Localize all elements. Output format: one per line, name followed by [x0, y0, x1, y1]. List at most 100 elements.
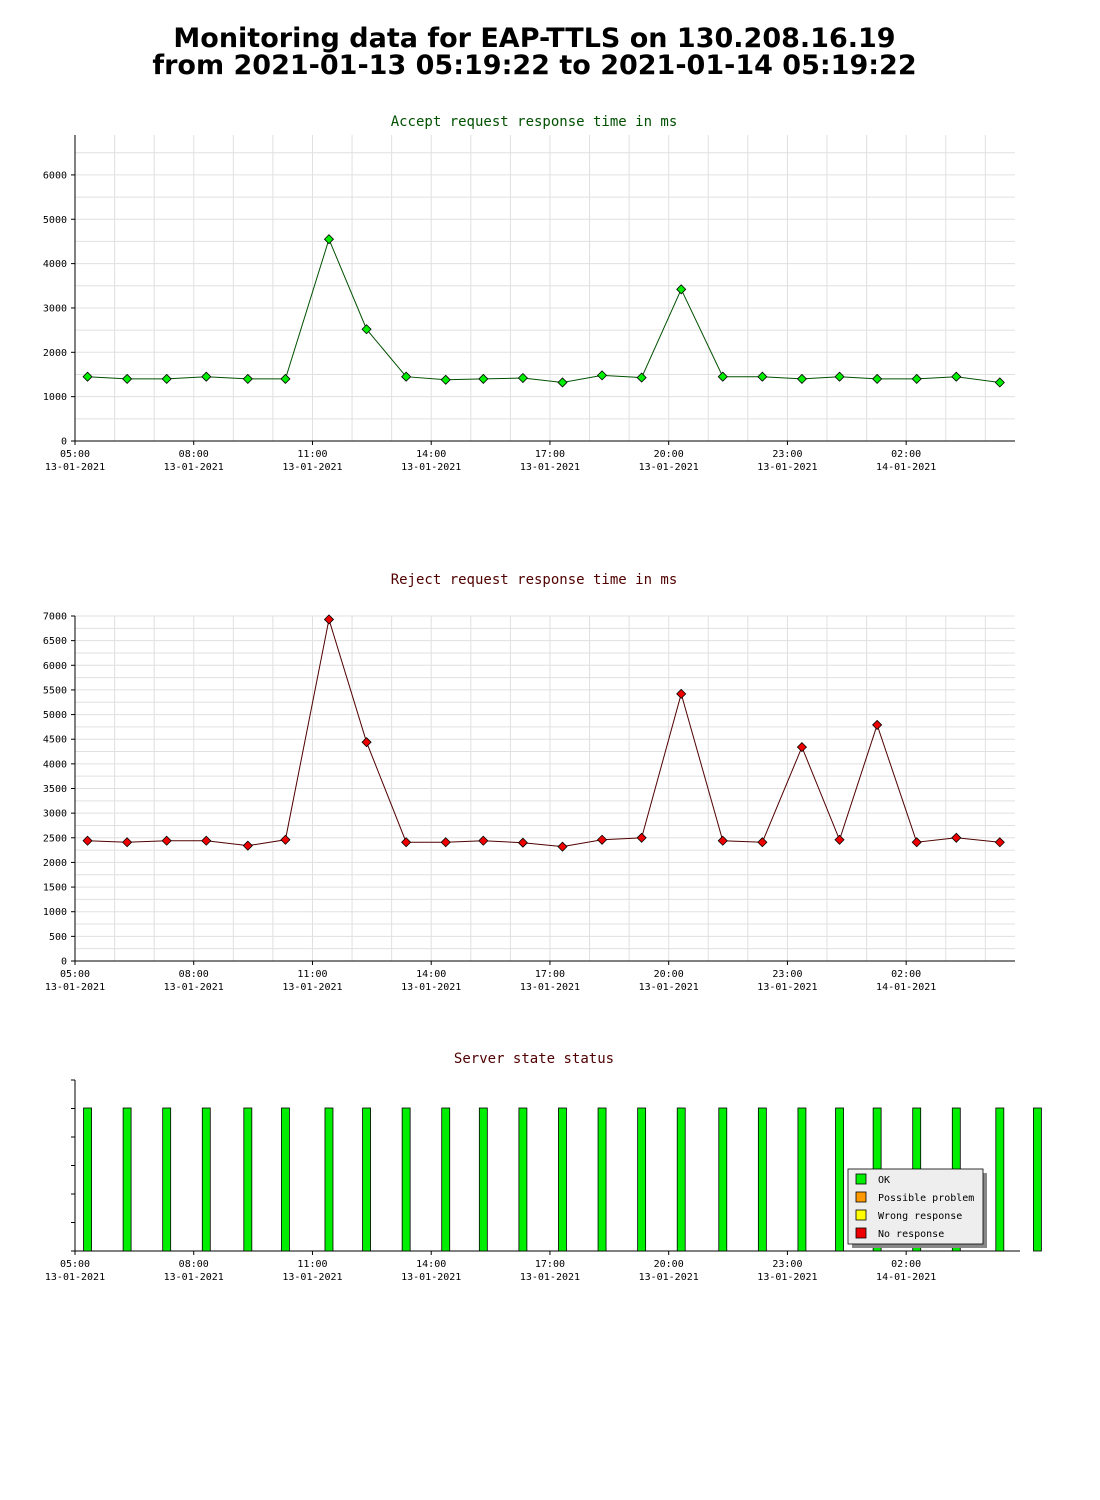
- data-point-15: [676, 284, 687, 295]
- data-point-10: [478, 373, 489, 384]
- state-bar-7: [362, 1107, 371, 1252]
- x-tick-label-date-4: 13-01-2021: [520, 1272, 580, 1283]
- data-point-18: [796, 742, 807, 753]
- state-bar-0: [83, 1107, 92, 1252]
- data-point-9: [440, 837, 451, 848]
- data-point-8: [401, 837, 412, 848]
- x-tick-label-date-3: 13-01-2021: [401, 982, 461, 993]
- chart-title: Reject request response time in ms: [391, 572, 678, 588]
- data-point-13: [596, 834, 608, 845]
- data-point-13: [596, 370, 608, 381]
- state-bar-14: [637, 1107, 647, 1252]
- x-tick-label-date-7: 14-01-2021: [876, 1272, 936, 1283]
- legend-label-2: Wrong response: [878, 1211, 962, 1222]
- x-tick-label-date-6: 13-01-2021: [757, 462, 817, 473]
- data-point-7: [361, 324, 372, 335]
- y-tick-label-3: 3000: [43, 303, 67, 314]
- data-point-5: [280, 834, 291, 845]
- x-tick-label-date-1: 13-01-2021: [164, 462, 224, 473]
- page-title-line-2: from 2021-01-13 05:19:22 to 2021-01-14 0…: [152, 50, 917, 81]
- x-tick-label-date-0: 13-01-2021: [45, 462, 105, 473]
- data-point-5: [280, 373, 291, 384]
- x-tick-label-date-0: 13-01-2021: [45, 982, 105, 993]
- x-tick-label-time-6: 23:00: [772, 1259, 802, 1270]
- page-title-line-1: Monitoring data for EAP-TTLS on 130.208.…: [173, 23, 896, 54]
- data-point-4: [242, 840, 253, 851]
- legend-label-0: OK: [878, 1175, 890, 1186]
- y-tick-label-6: 3000: [43, 809, 67, 820]
- data-point-19: [834, 834, 845, 845]
- legend-swatch-1: [855, 1191, 867, 1203]
- y-tick-label-14: 7000: [43, 612, 67, 623]
- data-point-21: [911, 373, 922, 384]
- state-bar-2: [162, 1107, 172, 1252]
- x-tick-label-time-1: 08:00: [179, 449, 209, 460]
- server-state-chart: Server state status 05:00 13-01-2021 08:00 1…: [45, 1051, 1042, 1283]
- data-point-17: [757, 837, 768, 848]
- state-bar-23: [995, 1107, 1005, 1252]
- data-point-0: [82, 835, 93, 846]
- data-point-22: [951, 371, 962, 382]
- data-point-16: [717, 371, 728, 382]
- x-tick-label-date-2: 13-01-2021: [282, 982, 342, 993]
- y-tick-label-3: 1500: [43, 883, 67, 894]
- x-tick-label-time-1: 08:00: [179, 969, 209, 980]
- y-tick-label-1: 500: [49, 932, 67, 943]
- legend-label-3: No response: [878, 1229, 944, 1240]
- data-point-11: [517, 372, 528, 384]
- data-point-8: [401, 371, 412, 382]
- data-point-6: [323, 614, 335, 625]
- x-tick-label-date-6: 13-01-2021: [757, 982, 817, 993]
- state-bar-5: [281, 1107, 290, 1252]
- data-point-6: [323, 234, 335, 245]
- y-tick-label-7: 3500: [43, 784, 67, 795]
- x-tick-label-time-4: 17:00: [535, 969, 565, 980]
- x-tick-label-time-0: 05:00: [60, 969, 90, 980]
- y-tick-label-5: 2500: [43, 833, 67, 844]
- data-point-7: [361, 737, 372, 748]
- data-point-18: [796, 373, 807, 384]
- x-tick-label-time-0: 05:00: [60, 449, 90, 460]
- x-tick-label-date-7: 14-01-2021: [876, 982, 936, 993]
- x-tick-label-date-1: 13-01-2021: [164, 982, 224, 993]
- accept-response-chart: Accept request response time in ms 0 1000 2…: [43, 114, 1015, 473]
- data-point-2: [161, 373, 172, 384]
- y-tick-label-11: 5500: [43, 685, 67, 696]
- data-point-23: [994, 837, 1005, 848]
- x-tick-label-time-5: 20:00: [654, 449, 684, 460]
- y-tick-label-0: 0: [61, 957, 67, 968]
- x-tick-label-time-3: 14:00: [416, 449, 446, 460]
- x-tick-label-date-2: 13-01-2021: [282, 1272, 342, 1283]
- x-tick-label-time-2: 11:00: [297, 1259, 327, 1270]
- data-point-16: [717, 835, 728, 846]
- y-tick-label-9: 4500: [43, 735, 67, 746]
- state-bar-18: [797, 1107, 807, 1252]
- chart-title: Accept request response time in ms: [391, 114, 678, 130]
- x-tick-label-time-4: 17:00: [535, 449, 565, 460]
- x-tick-label-time-5: 20:00: [654, 969, 684, 980]
- x-tick-label-time-6: 23:00: [772, 969, 802, 980]
- data-point-17: [757, 371, 768, 382]
- reject-response-chart: Reject request response time in ms 0 500 10…: [43, 572, 1015, 993]
- x-tick-label-date-4: 13-01-2021: [520, 462, 580, 473]
- state-bar-19: [835, 1107, 844, 1252]
- x-tick-label-date-7: 14-01-2021: [876, 462, 936, 473]
- x-tick-label-date-6: 13-01-2021: [757, 1272, 817, 1283]
- x-tick-label-date-3: 13-01-2021: [401, 1272, 461, 1283]
- state-bar-8: [401, 1107, 411, 1252]
- x-tick-label-time-2: 11:00: [297, 449, 327, 460]
- state-bar-6: [324, 1107, 334, 1252]
- data-point-3: [201, 835, 212, 846]
- state-bar-17: [757, 1107, 767, 1252]
- y-tick-label-12: 6000: [43, 661, 67, 672]
- data-point-15: [676, 688, 687, 699]
- legend-swatch-2: [855, 1209, 867, 1221]
- data-point-12: [557, 841, 568, 852]
- data-point-4: [242, 373, 253, 384]
- data-point-0: [82, 371, 93, 382]
- state-bar-13: [597, 1107, 607, 1252]
- state-bar-3: [201, 1107, 211, 1252]
- x-tick-label-time-0: 05:00: [60, 1259, 90, 1270]
- state-bar-16: [718, 1107, 728, 1252]
- data-point-11: [517, 837, 528, 848]
